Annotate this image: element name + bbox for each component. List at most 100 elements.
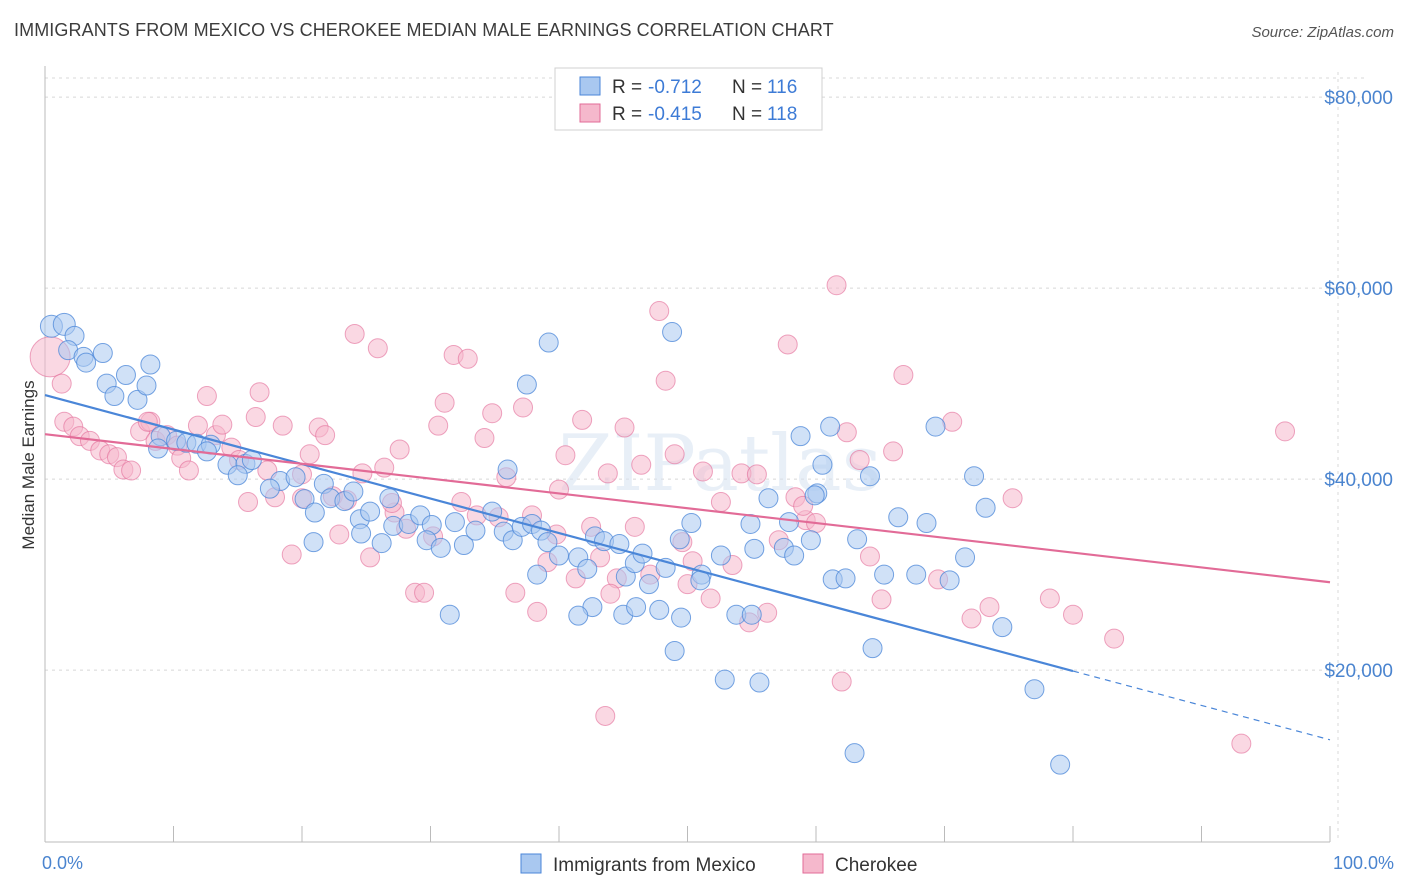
data-point-mexico	[227, 465, 248, 486]
data-point-cherokee	[572, 409, 593, 430]
data-point-cherokee	[871, 589, 892, 610]
data-point-mexico	[939, 570, 960, 591]
series-cherokee	[29, 275, 1296, 754]
data-point-mexico	[577, 558, 598, 579]
bottom-legend-swatch-mexico	[520, 853, 542, 874]
data-point-cherokee	[434, 392, 455, 413]
data-point-mexico	[714, 669, 735, 690]
y-tick-label: $80,000	[1324, 88, 1393, 109]
data-point-cherokee	[505, 582, 526, 603]
data-point-mexico	[820, 416, 841, 437]
data-point-mexico	[537, 532, 558, 553]
data-point-mexico	[784, 545, 805, 566]
data-point-cherokee	[315, 425, 336, 446]
data-point-cherokee	[549, 479, 569, 500]
data-point-mexico	[779, 512, 800, 533]
data-point-mexico	[453, 534, 474, 555]
data-point-cherokee	[1104, 628, 1125, 649]
data-point-mexico	[812, 454, 833, 475]
data-point-mexico	[527, 564, 548, 585]
data-point-cherokee	[664, 444, 685, 465]
data-point-mexico	[304, 502, 325, 523]
data-point-cherokee	[51, 373, 72, 394]
data-point-mexico	[259, 478, 280, 499]
data-point-cherokee	[826, 275, 847, 296]
data-point-cherokee	[1275, 421, 1296, 442]
legend-r-value-cherokee: -0.415	[648, 104, 702, 125]
data-point-cherokee	[600, 583, 621, 604]
data-point-cherokee	[196, 386, 217, 407]
data-point-cherokee	[187, 415, 208, 436]
gridlines	[45, 72, 1368, 842]
data-point-cherokee	[482, 403, 503, 424]
data-point-mexico	[741, 604, 762, 625]
legend-swatch-mexico	[579, 76, 601, 96]
data-point-mexico	[847, 529, 868, 550]
x-tick-label: 100.0%	[1333, 853, 1394, 873]
data-point-cherokee	[238, 492, 259, 513]
data-point-mexico	[662, 322, 683, 343]
data-point-mexico	[343, 481, 364, 502]
data-point-mexico	[671, 607, 692, 628]
data-point-cherokee	[710, 492, 731, 513]
data-point-cherokee	[299, 444, 320, 465]
data-point-cherokee	[649, 301, 670, 322]
data-point-mexico	[804, 485, 825, 506]
data-point-cherokee	[513, 397, 534, 418]
data-point-mexico	[744, 538, 765, 559]
data-point-cherokee	[178, 460, 199, 481]
data-point-mexico	[465, 520, 486, 541]
legend-box: R = -0.712 N = 116 R = -0.415 N = 118	[554, 67, 823, 131]
data-point-mexico	[430, 537, 451, 558]
data-point-cherokee	[527, 601, 548, 622]
data-point-cherokee	[942, 411, 963, 432]
bottom-legend-label-cherokee: Cherokee	[835, 855, 917, 876]
data-point-mexico	[497, 459, 518, 480]
data-point-mexico	[964, 466, 985, 487]
data-point-mexico	[975, 497, 996, 518]
data-point-cherokee	[457, 348, 478, 369]
data-point-mexico	[549, 545, 569, 566]
data-point-mexico	[859, 466, 880, 487]
data-point-mexico	[92, 343, 113, 364]
data-point-cherokee	[614, 417, 635, 438]
legend-swatch-cherokee	[579, 103, 601, 123]
data-point-mexico	[664, 641, 685, 661]
data-point-mexico	[538, 332, 559, 353]
legend-n-label: N =	[732, 104, 762, 125]
data-point-cherokee	[1002, 488, 1023, 509]
data-point-cherokee	[746, 464, 767, 485]
legend-n-value-mexico: 116	[767, 77, 797, 98]
data-point-cherokee	[360, 547, 381, 568]
data-point-cherokee	[1039, 588, 1060, 609]
data-point-mexico	[439, 604, 460, 625]
data-point-cherokee	[595, 705, 616, 726]
data-point-cherokee	[655, 370, 676, 391]
data-point-mexico	[1050, 754, 1071, 775]
data-point-cherokee	[777, 334, 798, 355]
bottom-legend: Immigrants from Mexico Cherokee	[520, 853, 917, 876]
data-point-mexico	[76, 352, 97, 373]
data-point-mexico	[568, 605, 589, 626]
data-point-cherokee	[212, 414, 233, 435]
data-point-mexico	[649, 599, 670, 620]
data-point-mexico	[749, 672, 770, 693]
data-point-mexico	[758, 488, 779, 509]
trend-line-mexico-extension	[1072, 670, 1331, 741]
data-point-cherokee	[692, 461, 713, 482]
legend-r-label: R =	[612, 104, 642, 125]
data-point-mexico	[800, 530, 821, 551]
data-point-mexico	[294, 489, 315, 510]
data-point-mexico	[906, 564, 927, 585]
legend-n-label: N =	[732, 77, 762, 98]
data-point-cherokee	[831, 671, 852, 692]
data-point-mexico	[360, 501, 381, 522]
x-tick-labels: 0.0% 100.0%	[42, 853, 1394, 873]
data-point-mexico	[844, 743, 865, 764]
data-point-cherokee	[836, 422, 857, 443]
data-point-mexico	[710, 545, 731, 566]
data-point-cherokee	[979, 597, 1000, 618]
data-point-cherokee	[555, 445, 576, 466]
data-point-cherokee	[474, 428, 495, 449]
data-point-mexico	[285, 467, 306, 488]
